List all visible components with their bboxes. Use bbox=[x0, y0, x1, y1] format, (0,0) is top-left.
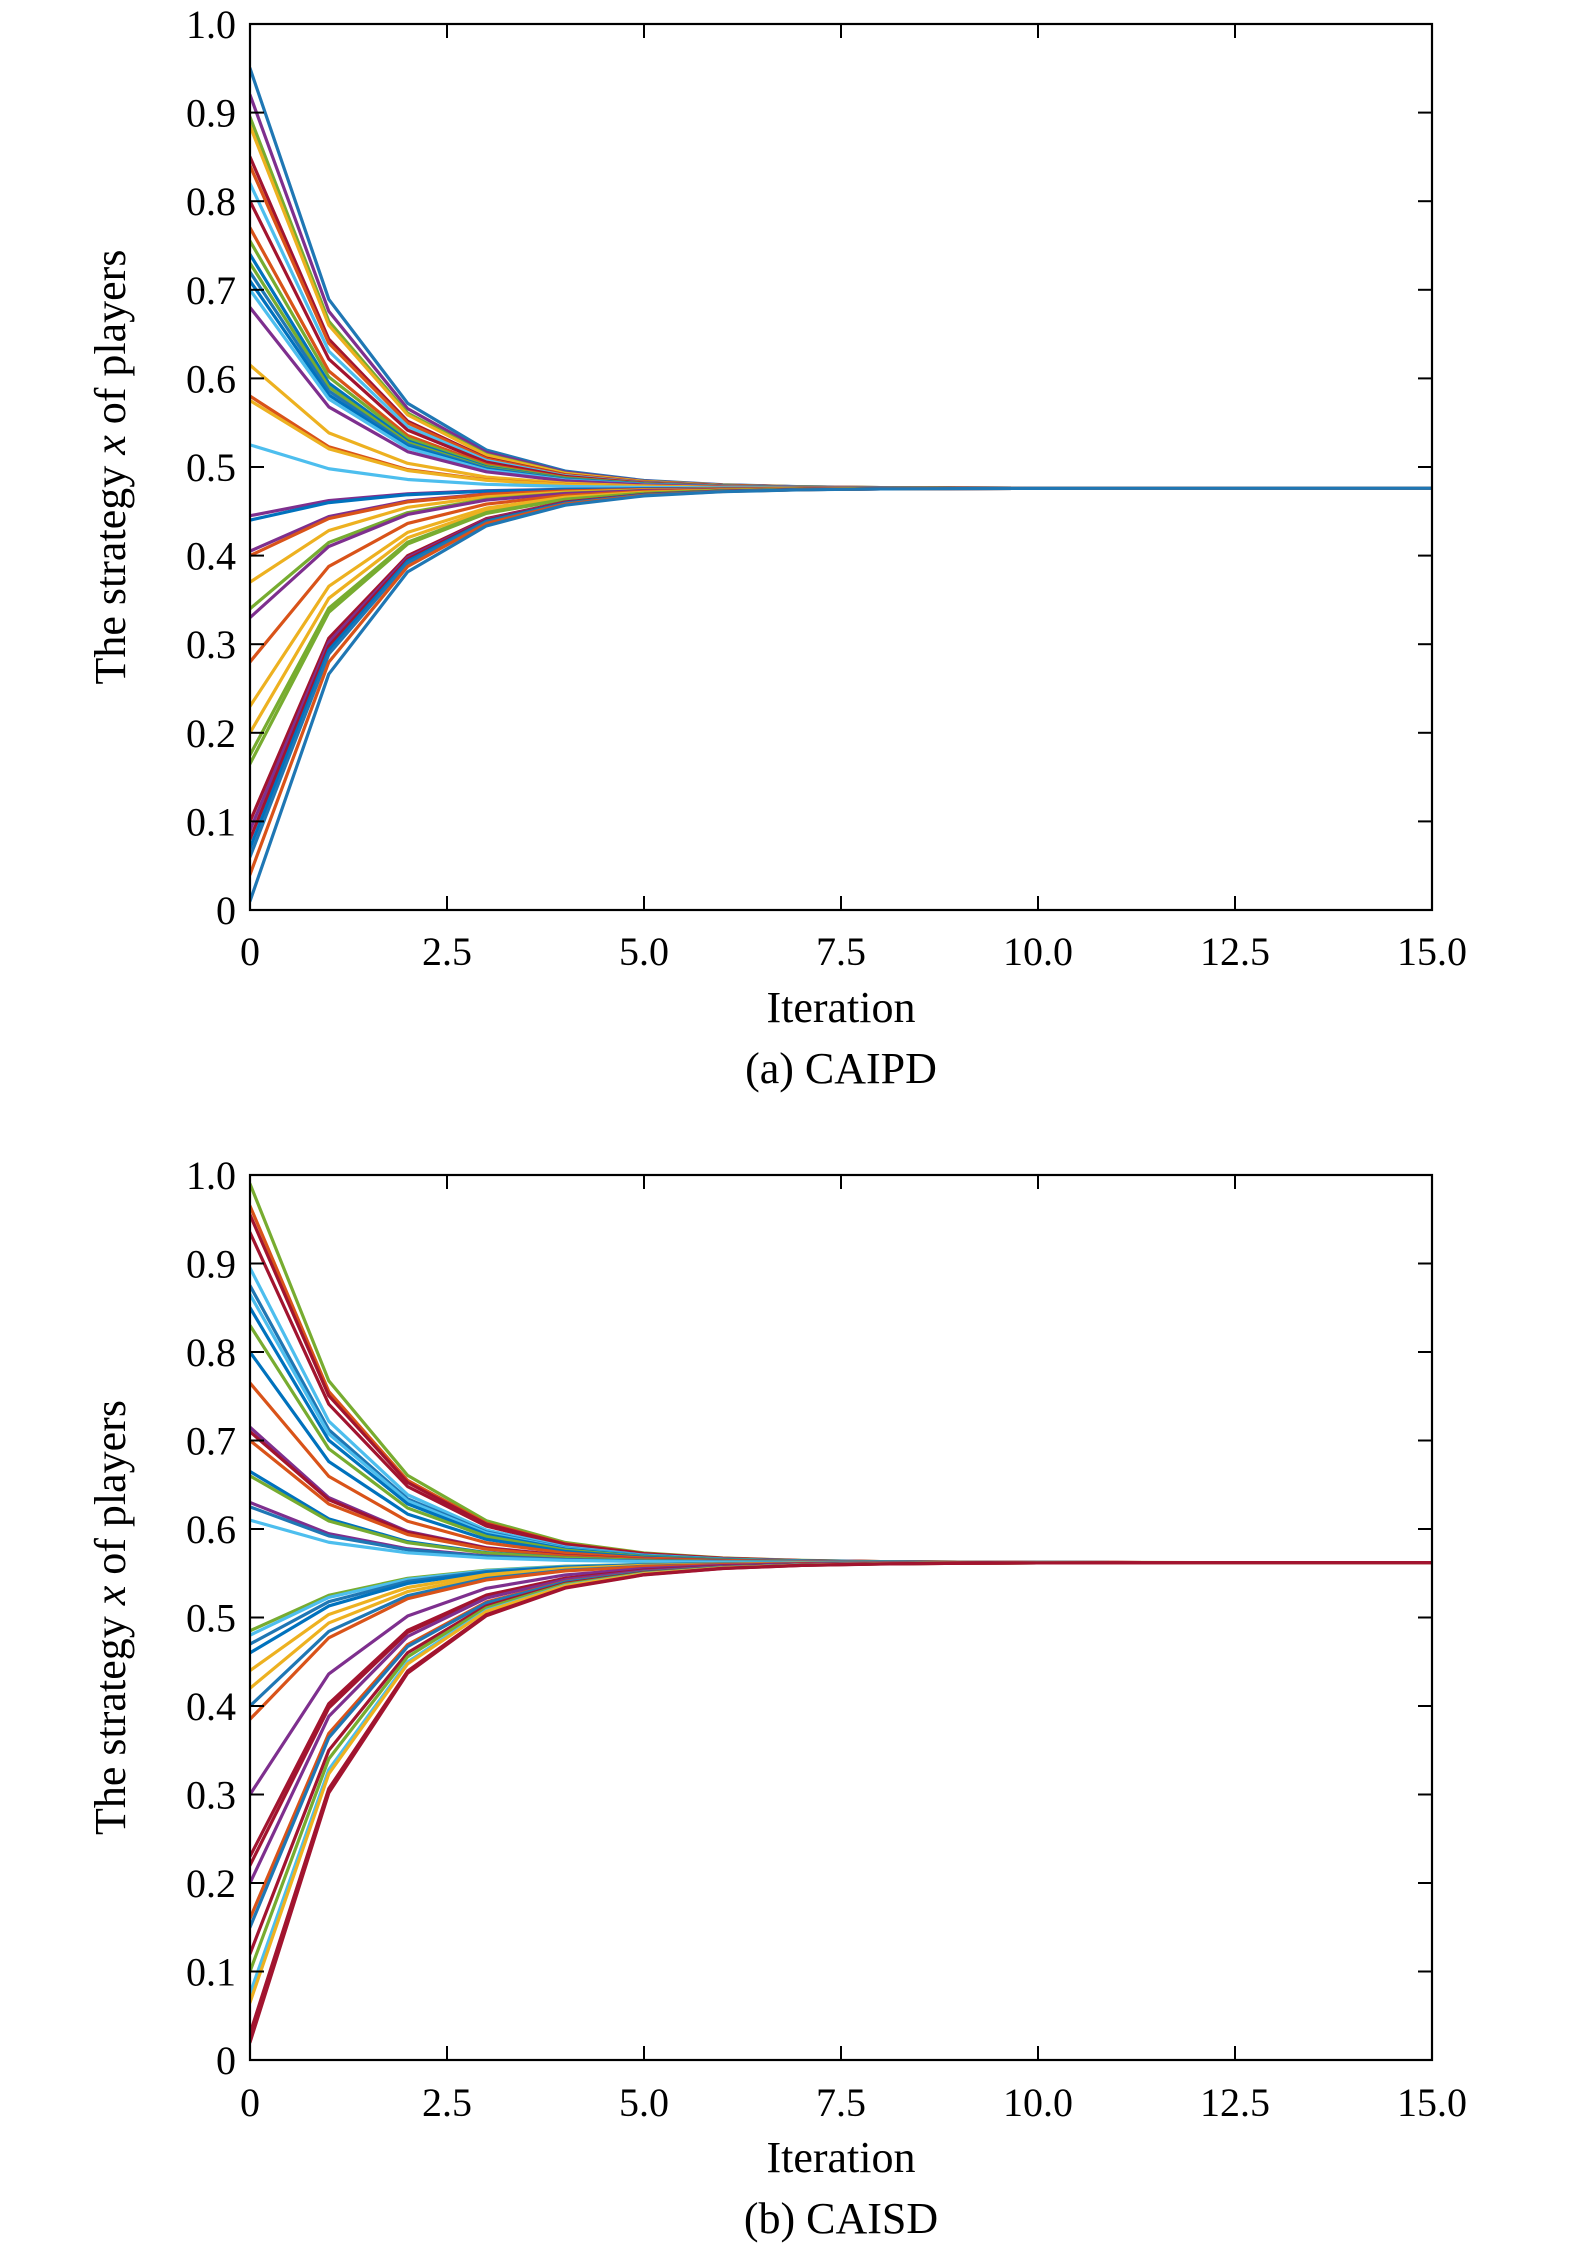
y-tick-label: 0.7 bbox=[186, 268, 236, 313]
series-line bbox=[250, 1561, 1432, 1859]
y-tick-label: 0.6 bbox=[186, 356, 236, 401]
series-group bbox=[250, 66, 1432, 903]
x-axis-label: Iteration bbox=[766, 2133, 915, 2182]
series-group bbox=[250, 1182, 1432, 2044]
series-line bbox=[250, 486, 1432, 824]
y-tick-label: 0 bbox=[216, 2038, 236, 2083]
y-tick-label: 0.2 bbox=[186, 1861, 236, 1906]
series-line bbox=[250, 288, 1432, 490]
y-tick-label: 0.3 bbox=[186, 1773, 236, 1818]
series-line bbox=[250, 486, 1432, 903]
series-line bbox=[250, 1561, 1432, 1797]
y-tick-label: 0.1 bbox=[186, 799, 236, 844]
y-tick-label: 0.5 bbox=[186, 445, 236, 490]
chart-panel-a: 0 2.5 5.0 7.5 10.0 12.5 15.0 0 0.1 0.2 0.3 0.4 0.5 0.… bbox=[86, 2, 1467, 1093]
x-tick-label: 7.5 bbox=[816, 2080, 866, 2125]
series-line bbox=[250, 1561, 1432, 1921]
y-tick-label: 0.2 bbox=[186, 711, 236, 756]
x-tick-label: 5.0 bbox=[619, 929, 669, 974]
x-tick-label: 12.5 bbox=[1200, 2080, 1270, 2125]
series-line bbox=[250, 1350, 1432, 1565]
y-tick-label: 1.0 bbox=[186, 2, 236, 47]
x-tick-label: 0 bbox=[240, 2080, 260, 2125]
panel-caption: (b) CAISD bbox=[744, 2194, 938, 2243]
series-line bbox=[250, 486, 1432, 757]
x-tick-label: 15.0 bbox=[1397, 2080, 1467, 2125]
series-line bbox=[250, 1266, 1432, 1565]
y-tick-label: 0.8 bbox=[186, 179, 236, 224]
series-line bbox=[250, 486, 1432, 832]
series-line bbox=[250, 1306, 1432, 1565]
y-tick-label: 0.1 bbox=[186, 1950, 236, 1995]
series-line bbox=[250, 486, 1432, 664]
series-line bbox=[250, 486, 1432, 859]
y-tick-label: 0.3 bbox=[186, 622, 236, 667]
y-axis-label: The strategy x of players bbox=[86, 250, 135, 685]
x-tick-label: 15.0 bbox=[1397, 929, 1467, 974]
series-line bbox=[250, 486, 1432, 850]
x-tick-label: 10.0 bbox=[1003, 2080, 1073, 2125]
series-line bbox=[250, 164, 1432, 490]
y-tick-label: 0.7 bbox=[186, 1419, 236, 1464]
x-tick-label: 2.5 bbox=[422, 929, 472, 974]
y-tick-label: 0.8 bbox=[186, 1330, 236, 1375]
x-tick-label: 7.5 bbox=[816, 929, 866, 974]
plot-frame bbox=[248, 1173, 1434, 2062]
series-line bbox=[250, 305, 1432, 490]
x-axis-label: Iteration bbox=[766, 983, 915, 1032]
x-tick-label: 2.5 bbox=[422, 2080, 472, 2125]
y-tick-label: 0.6 bbox=[186, 1507, 236, 1552]
x-tick-label: 5.0 bbox=[619, 2080, 669, 2125]
series-line bbox=[250, 1561, 1432, 2044]
series-line bbox=[250, 1292, 1432, 1565]
series-line bbox=[250, 486, 1432, 841]
x-tick-label: 0 bbox=[240, 929, 260, 974]
y-tick-label: 0.5 bbox=[186, 1596, 236, 1641]
panel-caption: (a) CAIPD bbox=[745, 1044, 937, 1093]
series-line bbox=[250, 1561, 1432, 1929]
y-axis-label: The strategy x of players bbox=[86, 1400, 135, 1835]
y-tick-label: 0 bbox=[216, 888, 236, 933]
y-tick-label: 0.9 bbox=[186, 1242, 236, 1287]
y-tick-label: 0.4 bbox=[186, 1684, 236, 1729]
x-tick-label: 10.0 bbox=[1003, 929, 1073, 974]
y-tick-label: 0.4 bbox=[186, 534, 236, 579]
y-tick-label: 0.9 bbox=[186, 91, 236, 136]
x-tick-label: 12.5 bbox=[1200, 929, 1270, 974]
y-tick-label: 1.0 bbox=[186, 1153, 236, 1198]
chart-panel-b: 0 2.5 5.0 7.5 10.0 12.5 15.0 0 0.1 0.2 0.3 0.4 0.5 0.… bbox=[86, 1153, 1467, 2243]
series-line bbox=[250, 486, 1432, 708]
